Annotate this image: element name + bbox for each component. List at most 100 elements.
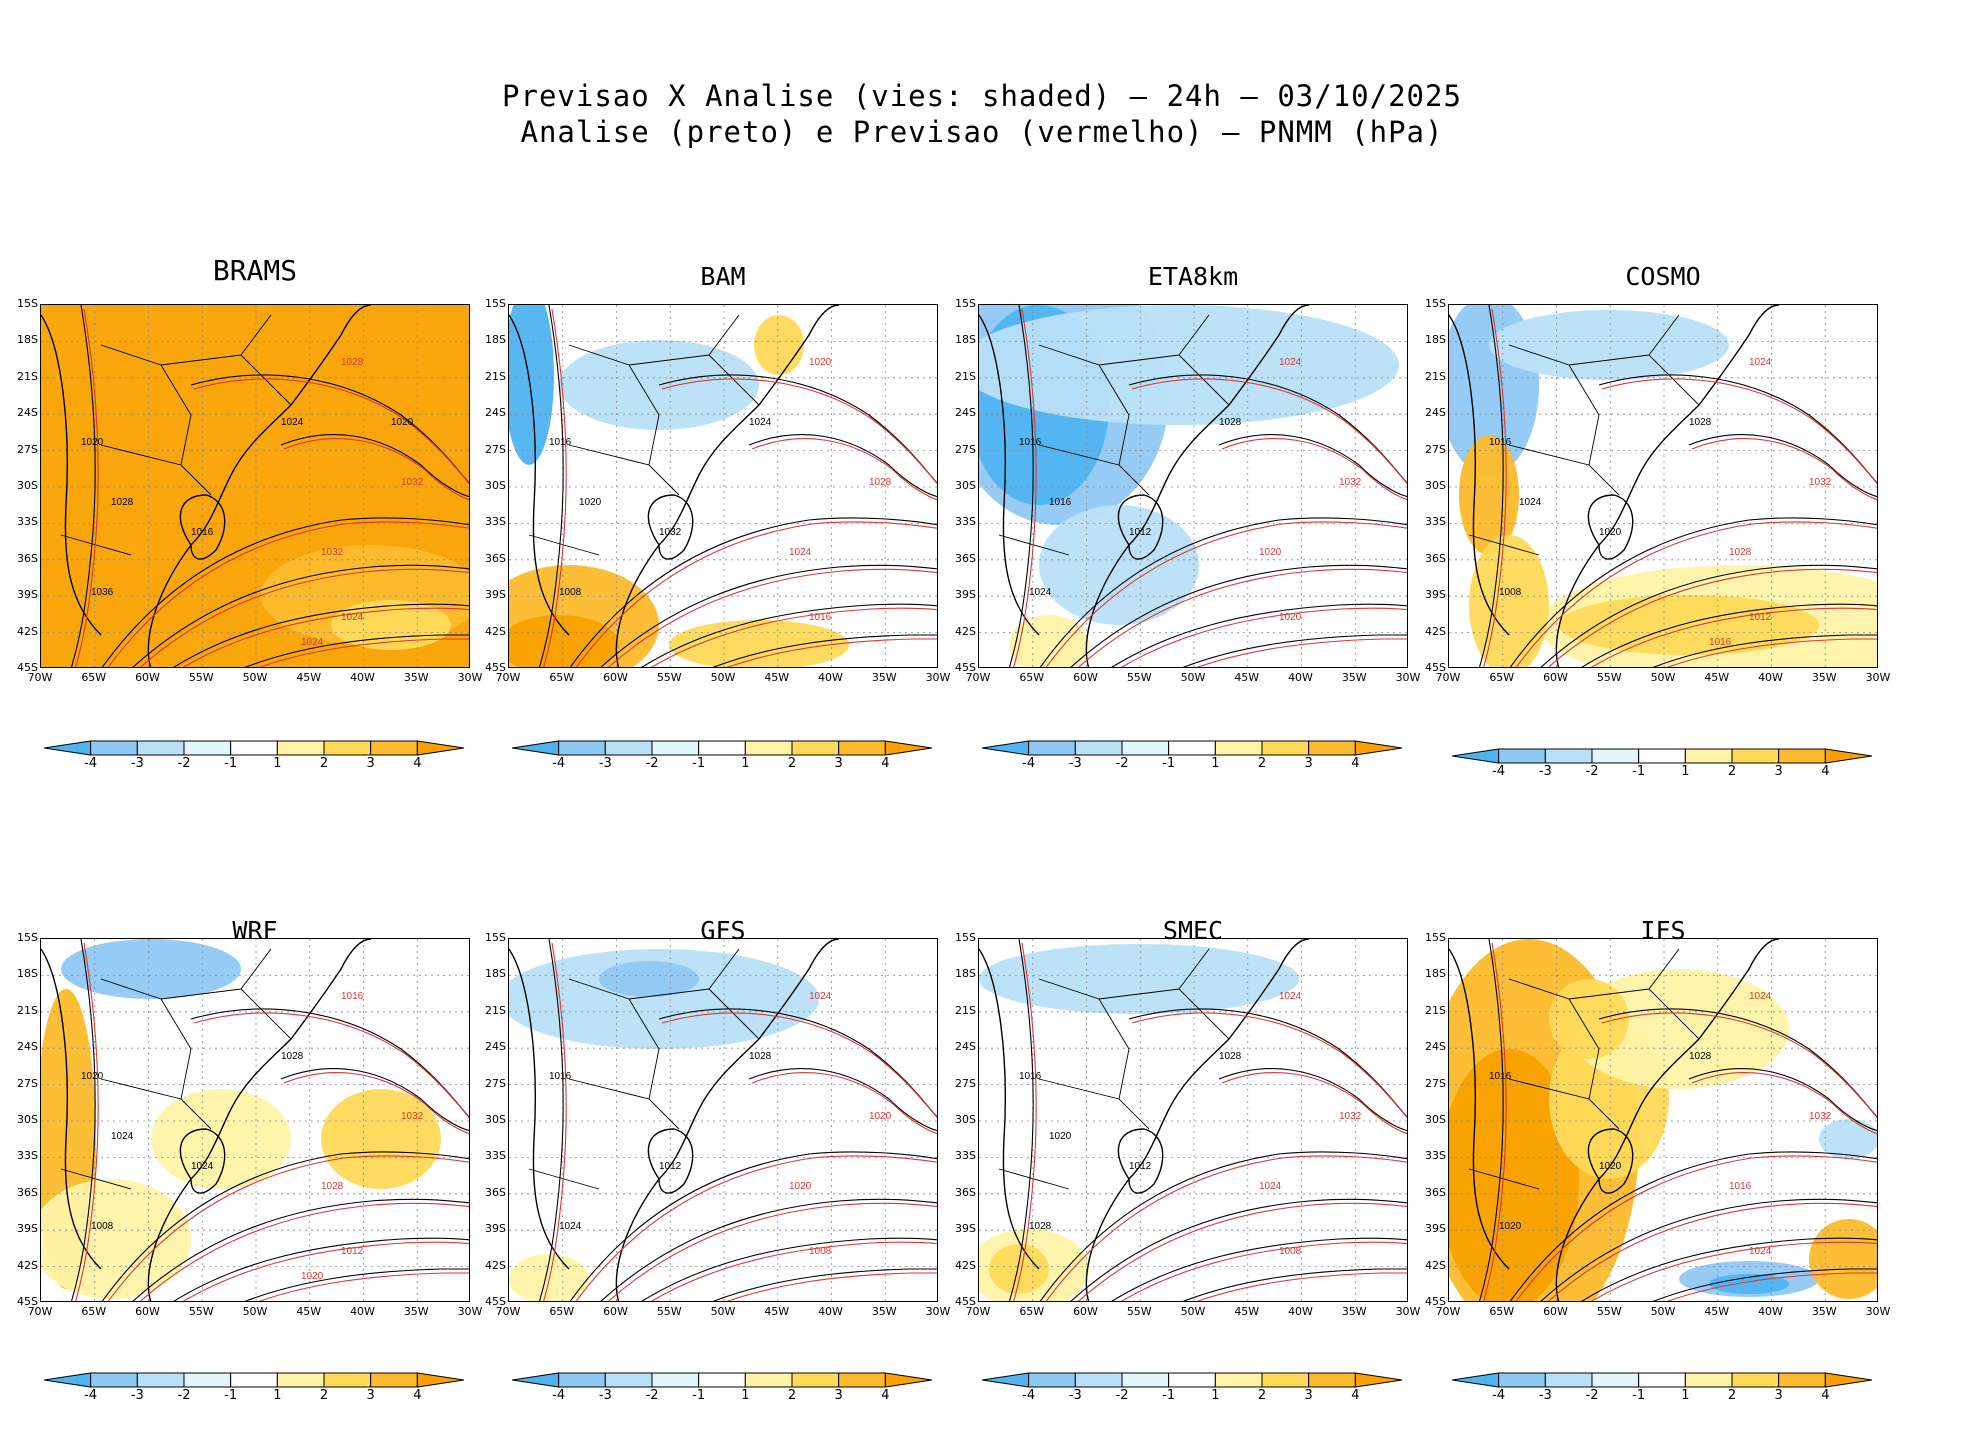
lon-tick-label: 70W	[965, 1305, 991, 1318]
lon-tick-label: 40W	[1288, 1305, 1313, 1318]
isobar-forecast	[1013, 308, 1037, 667]
isobar-forecast	[751, 438, 937, 501]
bias-area	[61, 939, 241, 999]
lagoon-outline	[1117, 1128, 1164, 1194]
isobar-analysis	[1598, 374, 1877, 484]
colorbar-segment	[838, 1372, 886, 1388]
isobar-forecast	[650, 1241, 937, 1301]
isobar-label: 1012	[341, 1246, 364, 1257]
bias-area	[1449, 1049, 1579, 1301]
isobar-forecast	[1601, 1012, 1877, 1119]
isobar-label: 1012	[1129, 1161, 1152, 1172]
lon-tick-label: 50W	[242, 671, 268, 684]
isobar-label: 1028	[1029, 1221, 1052, 1232]
isobar-forecast	[661, 1012, 937, 1119]
isobar-forecast	[107, 1155, 469, 1301]
lon-tick-label: 45W	[1704, 1305, 1730, 1318]
colorbar-tick-label: -1	[1632, 1388, 1646, 1403]
isobar-analysis	[70, 305, 96, 667]
isobar-analysis	[600, 564, 937, 667]
isobar-forecast	[1590, 1241, 1877, 1301]
map-panel-smec[interactable]: 1016 1024 1028 1032 1012 1008 1028 1024 1020	[978, 938, 1408, 1302]
isobar-analysis	[244, 1268, 469, 1301]
map-panel-bam[interactable]: 1016 1020 1024 1028 1032 1016 1008 1024 1020	[508, 304, 938, 668]
colorbar-tick-label: 1	[1211, 756, 1220, 771]
lat-tick-label: 36S	[17, 1185, 38, 1199]
isobar-analysis	[1581, 603, 1877, 667]
lon-tick-label: 40W	[350, 671, 375, 684]
colorbar-segment	[183, 740, 232, 756]
forecast-isobars	[543, 308, 937, 667]
colorbar-segment	[1074, 740, 1123, 756]
coastline	[41, 305, 372, 667]
colorbar-segment	[416, 740, 465, 756]
map-panel-gfs[interactable]: 1016 1024 1028 1020 1012 1008 1024 1020	[508, 938, 938, 1302]
colorbar-segment	[323, 740, 372, 756]
colorbar-segment	[1261, 1372, 1310, 1388]
colorbar-tick-label: -3	[598, 756, 612, 771]
colorbar-segment	[1121, 740, 1170, 756]
colorbar-tick-label: -2	[645, 756, 659, 771]
lat-tick-label: 36S	[955, 1185, 976, 1199]
colorbar-segment	[1544, 748, 1593, 764]
isobar-label: 1024	[341, 612, 364, 623]
isobar-analysis	[132, 1198, 469, 1301]
colorbar-tick-label: -1	[692, 1388, 706, 1403]
lon-tick-label: 65W	[1489, 671, 1515, 684]
map-panel-cosmo[interactable]: 1016 1024 1028 1032 1020 1012 1008 1028 1024 1016	[1448, 304, 1878, 668]
colorbar-tick-label: 4	[881, 1388, 890, 1403]
lon-tick-label: 40W	[818, 671, 843, 684]
isobar-label: 1016	[1019, 1071, 1042, 1082]
panel-title: IFS	[1640, 916, 1686, 945]
bias-area	[509, 615, 619, 667]
isobar-label: 1016	[191, 527, 214, 538]
map-canvas: 1016 1024 1028 1032 1012 1008 1028 1024 1020	[979, 939, 1407, 1301]
isobar-analysis	[641, 603, 937, 667]
lat-tick-label: 15S	[485, 931, 506, 944]
lat-tick-label: 30S	[17, 1113, 38, 1126]
colorbar-segment	[370, 1372, 418, 1388]
isobar-label: 1008	[1499, 587, 1522, 598]
bias-area	[989, 1244, 1049, 1294]
colorbar-tick-label: 2	[1727, 1388, 1737, 1403]
map-panel-brams[interactable]: 1020 1028 1024 1032 1016 1024 1036 1032 1028 1024…	[40, 304, 470, 668]
isobar-forecast	[258, 638, 469, 667]
lat-tick-label: 24S	[955, 406, 976, 420]
lat-tick-label: 30S	[955, 1113, 976, 1126]
lat-tick-label: 39S	[955, 588, 976, 602]
lon-tick-label: 70W	[27, 671, 53, 684]
lon-tick-label: 55W	[188, 1305, 214, 1318]
lon-tick-label: 35W	[871, 671, 897, 684]
isobar-label: 1032	[1809, 477, 1832, 488]
map-panel-wrf[interactable]: 1020 1016 1028 1032 1024 1012 1008 1028 1024 1020	[40, 938, 470, 1302]
lat-tick-label: 21S	[485, 1003, 506, 1017]
map-panel-eta8km[interactable]: 1016 1024 1028 1032 1012 1020 1024 1020 1016	[978, 304, 1408, 668]
isobar-forecast	[1196, 1272, 1407, 1301]
panel-title: SMEC	[1162, 916, 1224, 945]
lon-tick-label: 55W	[1596, 1305, 1622, 1318]
isobar-label: 1008	[809, 1246, 832, 1257]
map-panel-ifs[interactable]: 1016 1024 1028 1032 1020 1024 1020 1016	[1448, 938, 1878, 1302]
colorbar-tick-label: -1	[1162, 1388, 1176, 1403]
isobar-label: 1024	[1279, 357, 1302, 368]
lon-tick-label: 45W	[296, 671, 322, 684]
isobar-forecast	[1590, 607, 1877, 667]
lat-tick-label: 18S	[485, 967, 506, 981]
isobar-label: 1016	[341, 991, 364, 1002]
lagoon-outline	[1587, 1128, 1634, 1194]
colorbar-segment	[183, 1372, 232, 1388]
forecast-isobars	[543, 942, 937, 1301]
isobar-forecast	[726, 638, 937, 667]
lagoon-outline	[1587, 494, 1634, 560]
colorbar-tick-label: -4	[1022, 756, 1036, 771]
isobar-forecast	[575, 521, 937, 667]
isobar-analysis	[1070, 564, 1407, 667]
lagoon-outline	[179, 494, 226, 560]
lat-tick-label: 18S	[955, 333, 976, 347]
lat-tick-label: 15S	[485, 297, 506, 310]
lon-tick-label: 50W	[1180, 1305, 1206, 1318]
colorbar-segment	[90, 740, 138, 756]
colorbar-segment	[884, 1372, 933, 1388]
panel-title: GFS	[700, 916, 746, 945]
forecast-isobars	[1013, 942, 1407, 1301]
